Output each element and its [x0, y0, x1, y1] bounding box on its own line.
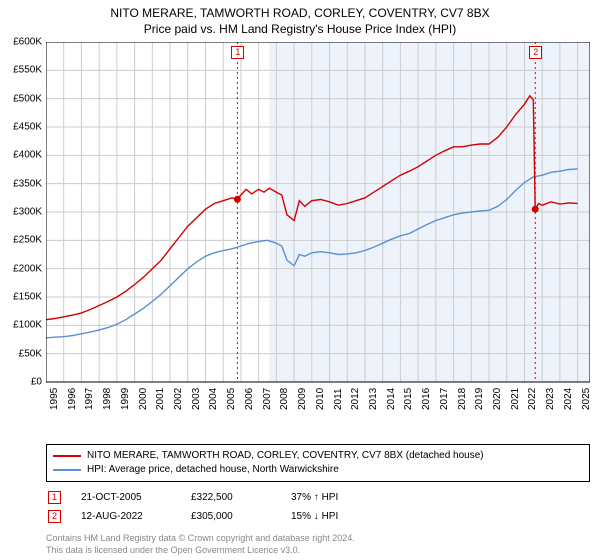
sale-marker-2: 2 — [48, 510, 61, 523]
legend-label-property: NITO MERARE, TAMWORTH ROAD, CORLEY, COVE… — [87, 449, 484, 463]
chart-title-line2: Price paid vs. HM Land Registry's House … — [0, 22, 600, 36]
x-tick-label: 2013 — [368, 388, 379, 410]
sale-marker-box: 2 — [529, 46, 542, 59]
attribution-line1: Contains HM Land Registry data © Crown c… — [46, 532, 590, 544]
x-tick-label: 2021 — [510, 388, 521, 410]
x-tick-label: 2017 — [439, 388, 450, 410]
sale-date-1: 21-OCT-2005 — [81, 492, 171, 503]
y-tick-label: £300K — [13, 207, 42, 218]
x-tick-label: 2016 — [421, 388, 432, 410]
legend-box: NITO MERARE, TAMWORTH ROAD, CORLEY, COVE… — [46, 444, 590, 482]
x-tick-label: 2023 — [545, 388, 556, 410]
sale-row-1: 1 21-OCT-2005 £322,500 37% ↑ HPI — [48, 488, 590, 507]
chart-container: NITO MERARE, TAMWORTH ROAD, CORLEY, COVE… — [0, 0, 600, 560]
x-tick-label: 1997 — [84, 388, 95, 410]
legend-label-hpi: HPI: Average price, detached house, Nort… — [87, 463, 339, 477]
x-tick-label: 1998 — [102, 388, 113, 410]
legend-row-property: NITO MERARE, TAMWORTH ROAD, CORLEY, COVE… — [53, 449, 583, 463]
x-tick-label: 2012 — [350, 388, 361, 410]
x-tick-label: 2008 — [279, 388, 290, 410]
legend-row-hpi: HPI: Average price, detached house, Nort… — [53, 463, 583, 477]
legend-swatch-property — [53, 455, 81, 457]
x-tick-label: 2009 — [297, 388, 308, 410]
chart-title-line1: NITO MERARE, TAMWORTH ROAD, CORLEY, COVE… — [0, 6, 600, 20]
y-tick-label: £450K — [13, 122, 42, 133]
y-tick-label: £50K — [19, 348, 42, 359]
x-tick-label: 2024 — [563, 388, 574, 410]
x-tick-label: 2022 — [527, 388, 538, 410]
x-tick-label: 2020 — [492, 388, 503, 410]
plot-svg — [46, 42, 590, 412]
x-tick-label: 2010 — [315, 388, 326, 410]
x-tick-label: 2025 — [581, 388, 592, 410]
x-tick-label: 2019 — [474, 388, 485, 410]
sale-marker-box: 1 — [231, 46, 244, 59]
sales-table: 1 21-OCT-2005 £322,500 37% ↑ HPI 2 12-AU… — [46, 488, 590, 526]
title-block: NITO MERARE, TAMWORTH ROAD, CORLEY, COVE… — [0, 0, 600, 38]
x-tick-label: 1999 — [120, 388, 131, 410]
y-tick-label: £350K — [13, 178, 42, 189]
x-tick-label: 2015 — [403, 388, 414, 410]
sale-delta-2: 15% ↓ HPI — [291, 511, 376, 522]
x-tick-label: 2004 — [208, 388, 219, 410]
sale-delta-1: 37% ↑ HPI — [291, 492, 376, 503]
x-tick-label: 1995 — [49, 388, 60, 410]
x-tick-label: 2000 — [138, 388, 149, 410]
x-tick-label: 2011 — [333, 388, 344, 410]
x-tick-label: 1996 — [67, 388, 78, 410]
x-tick-label: 2003 — [191, 388, 202, 410]
y-tick-label: £100K — [13, 320, 42, 331]
footer-block: NITO MERARE, TAMWORTH ROAD, CORLEY, COVE… — [46, 444, 590, 556]
attribution-line2: This data is licensed under the Open Gov… — [46, 544, 590, 556]
sale-marker-1: 1 — [48, 491, 61, 504]
y-tick-label: £500K — [13, 93, 42, 104]
legend-swatch-hpi — [53, 469, 81, 471]
y-tick-label: £550K — [13, 65, 42, 76]
sale-date-2: 12-AUG-2022 — [81, 511, 171, 522]
sale-price-2: £305,000 — [191, 511, 271, 522]
y-tick-label: £600K — [13, 37, 42, 48]
y-tick-label: £400K — [13, 150, 42, 161]
sale-row-2: 2 12-AUG-2022 £305,000 15% ↓ HPI — [48, 507, 590, 526]
y-tick-label: £250K — [13, 235, 42, 246]
sale-price-1: £322,500 — [191, 492, 271, 503]
x-tick-label: 2014 — [386, 388, 397, 410]
x-tick-label: 2001 — [155, 388, 166, 410]
x-tick-label: 2018 — [457, 388, 468, 410]
x-tick-label: 2006 — [244, 388, 255, 410]
plot-area: £0£50K£100K£150K£200K£250K£300K£350K£400… — [46, 42, 590, 412]
y-tick-label: £0 — [31, 377, 42, 388]
x-tick-label: 2007 — [262, 388, 273, 410]
attribution: Contains HM Land Registry data © Crown c… — [46, 532, 590, 556]
y-tick-label: £150K — [13, 292, 42, 303]
x-tick-label: 2002 — [173, 388, 184, 410]
x-tick-label: 2005 — [226, 388, 237, 410]
y-tick-label: £200K — [13, 263, 42, 274]
